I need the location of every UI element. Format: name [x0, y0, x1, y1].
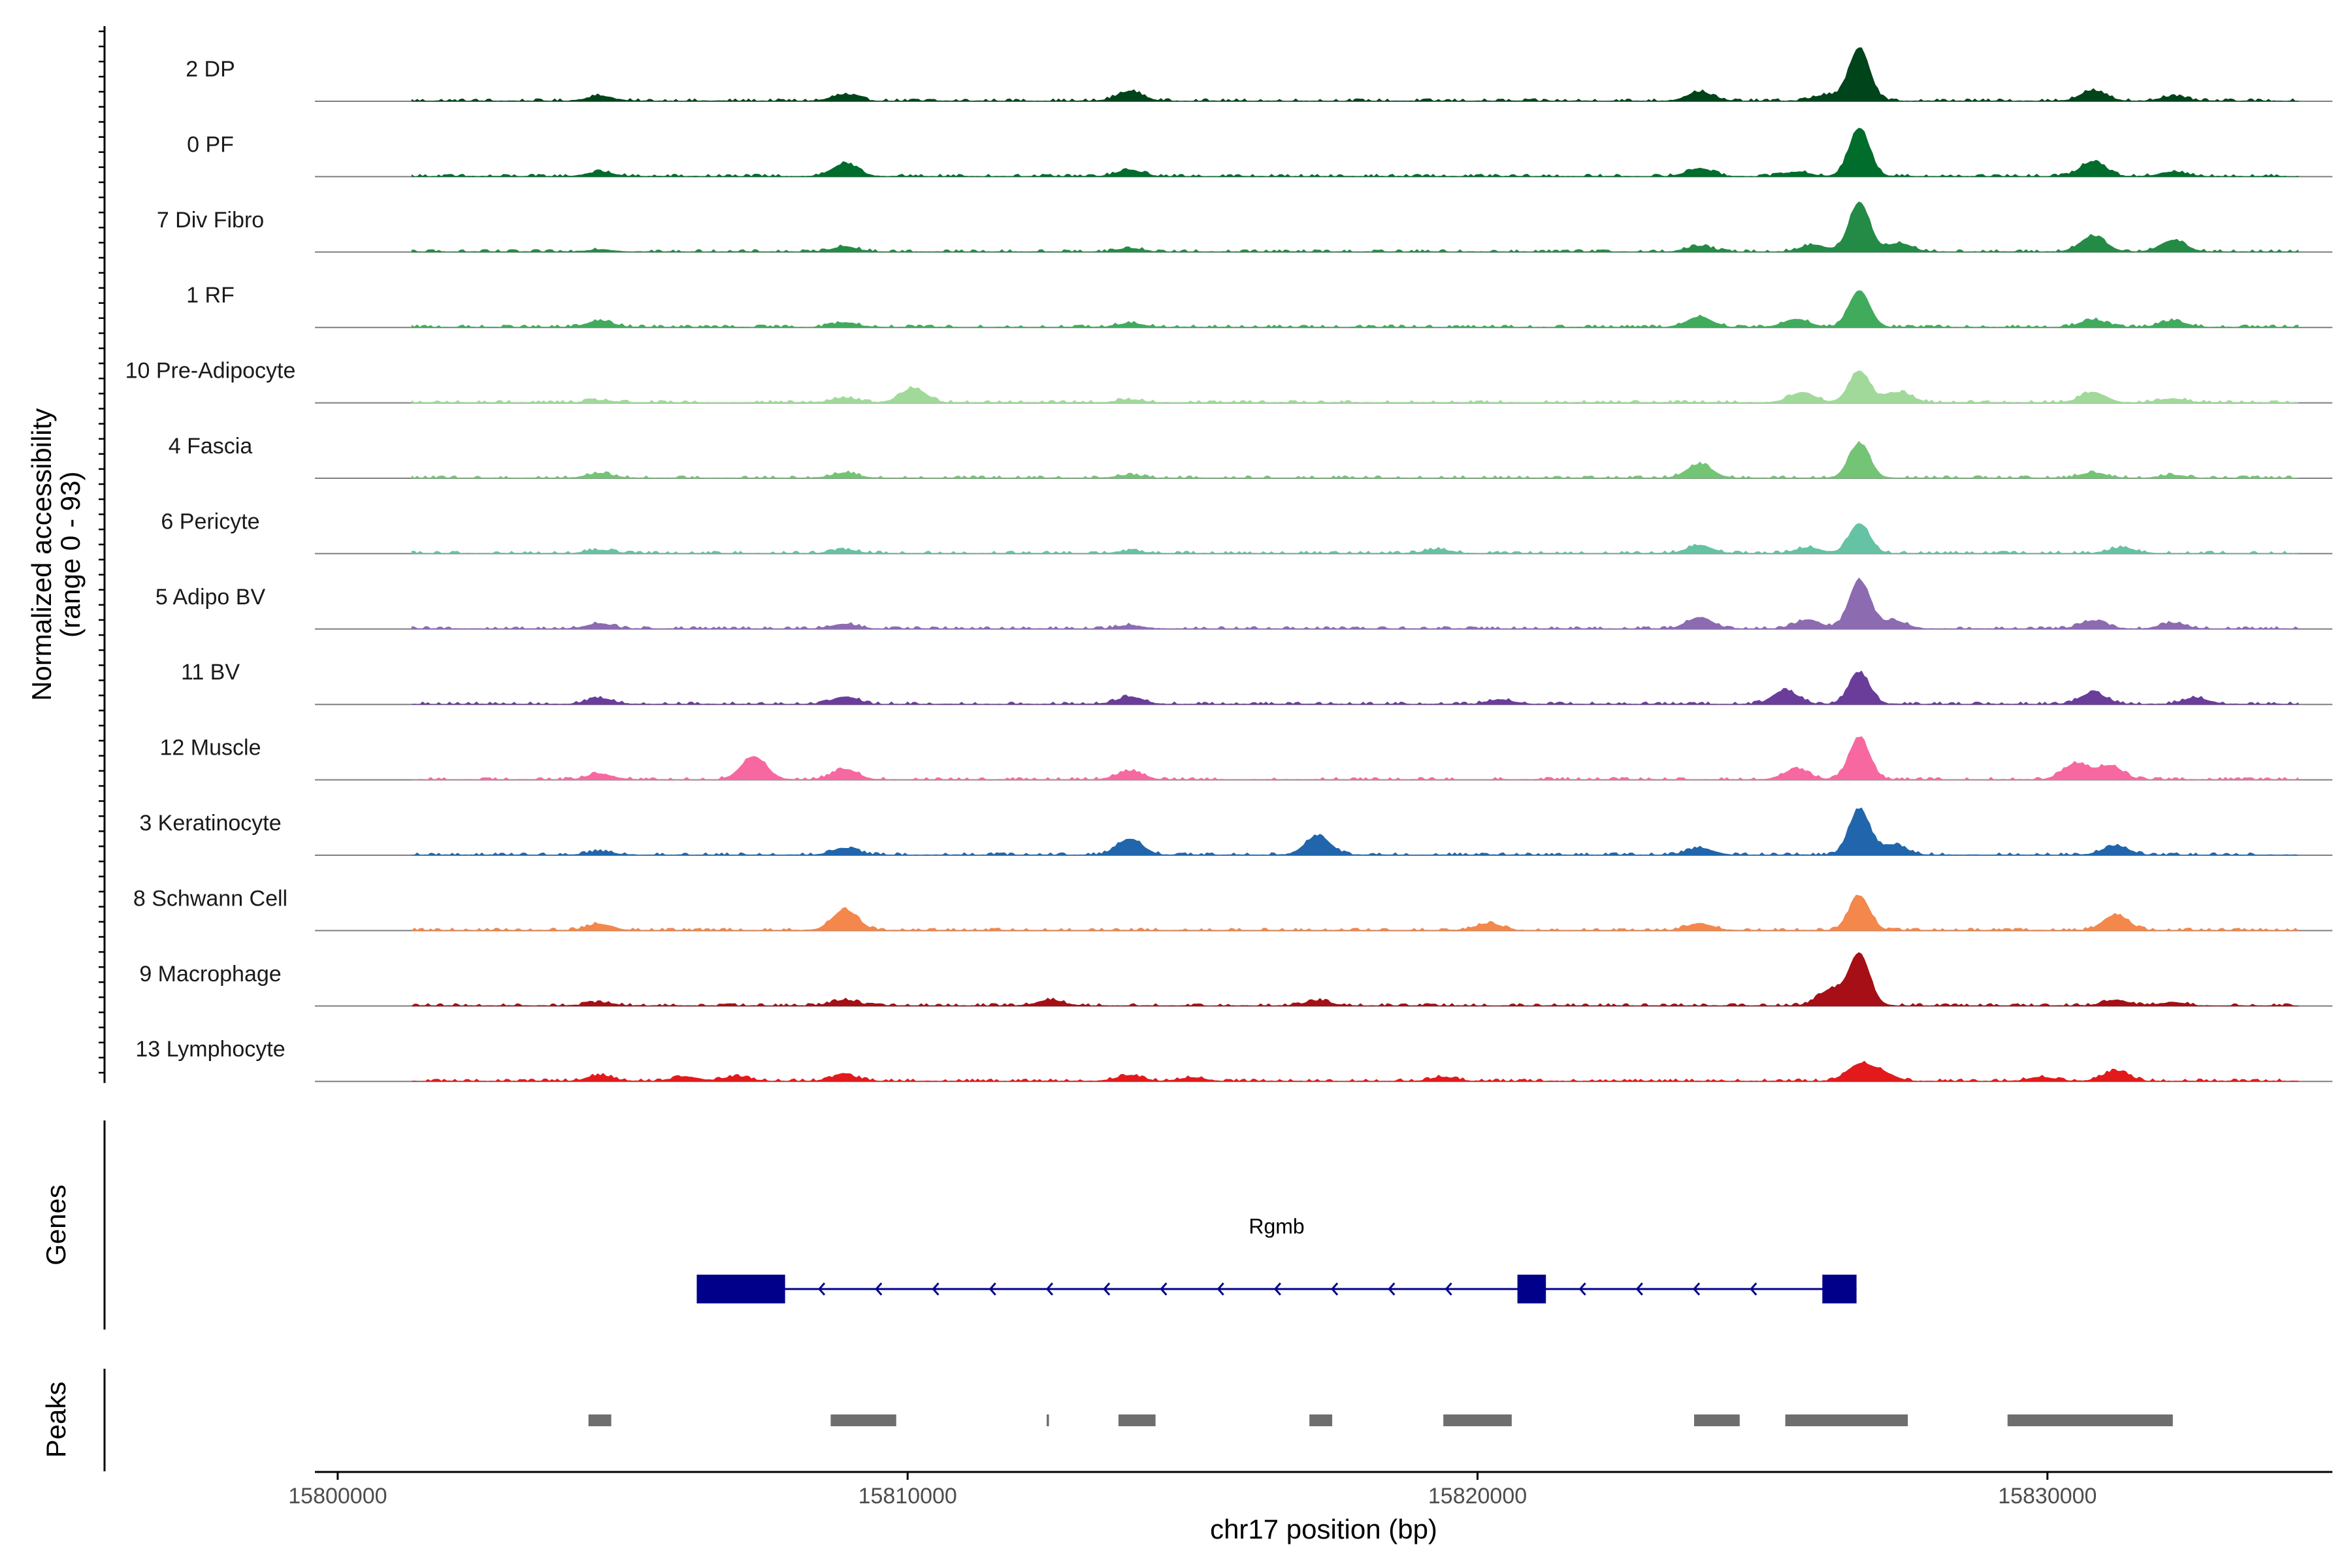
track-signal — [411, 47, 2299, 102]
accessibility-y-axis — [99, 26, 106, 1083]
track-4: 1 RF — [186, 283, 2332, 329]
track-2: 0 PF — [187, 127, 2332, 178]
strand-arrow — [988, 1282, 996, 1296]
track-signal — [411, 523, 2299, 554]
track-label: 11 BV — [181, 660, 240, 685]
gene-exon — [1822, 1275, 1857, 1303]
accessibility-tracks: 2 DP 0 PF 7 Div Fibro 1 RF 10 Pre-Adipocyte 4… — [125, 47, 2332, 1083]
peak-region — [1443, 1414, 1512, 1426]
peak-region — [588, 1414, 612, 1426]
track-14: 13 Lymphocyte — [135, 1037, 2332, 1083]
track-label: 10 Pre-Adipocyte — [125, 359, 296, 384]
track-11: 3 Keratinocyte — [139, 807, 2332, 856]
track-label: 4 Fascia — [169, 434, 253, 459]
gene-label: Rgmb — [1249, 1215, 1304, 1238]
track-label: 2 DP — [186, 57, 235, 82]
track-signal — [411, 201, 2299, 253]
peak-region — [1785, 1414, 1908, 1426]
track-signal — [411, 1060, 2299, 1082]
track-3: 7 Div Fibro — [157, 201, 2332, 253]
y-axis-title-line-2: (range 0 - 93) — [55, 472, 86, 638]
track-label: 13 Lymphocyte — [135, 1037, 285, 1062]
peaks-track-title: Peaks — [41, 1382, 71, 1458]
track-signal — [411, 807, 2298, 856]
strand-arrow — [817, 1282, 826, 1296]
track-8: 5 Adipo BV — [155, 577, 2332, 630]
track-5: 10 Pre-Adipocyte — [125, 359, 2332, 404]
gene-exon — [696, 1275, 785, 1303]
peak-region — [1047, 1414, 1049, 1426]
peak-region — [830, 1414, 896, 1426]
track-signal — [411, 440, 2299, 479]
peak-region — [1694, 1414, 1740, 1426]
strand-arrow — [1331, 1282, 1339, 1296]
x-tick-label: 15800000 — [288, 1484, 387, 1509]
gene-exon — [1517, 1275, 1546, 1303]
track-label: 12 Muscle — [160, 736, 261, 760]
track-9: 11 BV — [181, 660, 2332, 706]
x-tick-label: 15820000 — [1428, 1484, 1527, 1509]
y-axis-title-line-1: Normalized accessibility — [26, 408, 57, 701]
track-label: 3 Keratinocyte — [139, 811, 281, 836]
track-label: 5 Adipo BV — [155, 585, 266, 610]
track-signal — [411, 290, 2299, 328]
track-7: 6 Pericyte — [161, 509, 2332, 555]
track-label: 0 PF — [187, 132, 234, 157]
track-signal — [411, 736, 2299, 781]
strand-arrow — [1578, 1282, 1586, 1296]
track-signal — [411, 127, 2299, 177]
x-tick-label: 15830000 — [1998, 1484, 2097, 1509]
peak-region — [2007, 1414, 2173, 1426]
genes-track-title: Genes — [41, 1184, 71, 1266]
strand-arrow — [1388, 1282, 1396, 1296]
track-signal — [411, 894, 2299, 931]
x-axis: 15800000 15810000 15820000 15830000 — [288, 1471, 2332, 1509]
strand-arrow — [875, 1282, 883, 1296]
track-signal — [411, 577, 2299, 630]
peak-region — [1118, 1414, 1156, 1426]
track-label: 8 Schwann Cell — [133, 886, 287, 911]
strand-arrow — [1693, 1282, 1701, 1296]
track-label: 7 Div Fibro — [157, 208, 264, 233]
strand-arrow — [1045, 1282, 1054, 1296]
peak-region — [1309, 1414, 1333, 1426]
track-10: 12 Muscle — [160, 736, 2332, 781]
x-axis-title: chr17 position (bp) — [1210, 1514, 1437, 1544]
track-13: 9 Macrophage — [139, 952, 2332, 1007]
peaks-track — [103, 1369, 2173, 1471]
track-12: 8 Schwann Cell — [133, 886, 2332, 932]
strand-arrow — [1217, 1282, 1224, 1296]
track-label: 6 Pericyte — [161, 509, 259, 534]
track-signal — [412, 670, 2299, 705]
track-signal — [411, 952, 2299, 1007]
x-tick-label: 15810000 — [858, 1484, 957, 1509]
track-1: 2 DP — [186, 47, 2332, 102]
strand-arrow — [1750, 1282, 1757, 1296]
track-label: 9 Macrophage — [139, 962, 281, 987]
strand-arrow — [1273, 1282, 1281, 1296]
strand-arrow — [1445, 1282, 1452, 1296]
strand-arrow — [1160, 1282, 1168, 1296]
strand-arrow — [932, 1282, 939, 1296]
strand-arrow — [1103, 1282, 1111, 1296]
track-6: 4 Fascia — [169, 434, 2332, 479]
genes-track — [103, 1120, 1857, 1330]
track-label: 1 RF — [186, 283, 235, 308]
track-signal — [411, 370, 2299, 404]
strand-arrow — [1635, 1282, 1643, 1296]
